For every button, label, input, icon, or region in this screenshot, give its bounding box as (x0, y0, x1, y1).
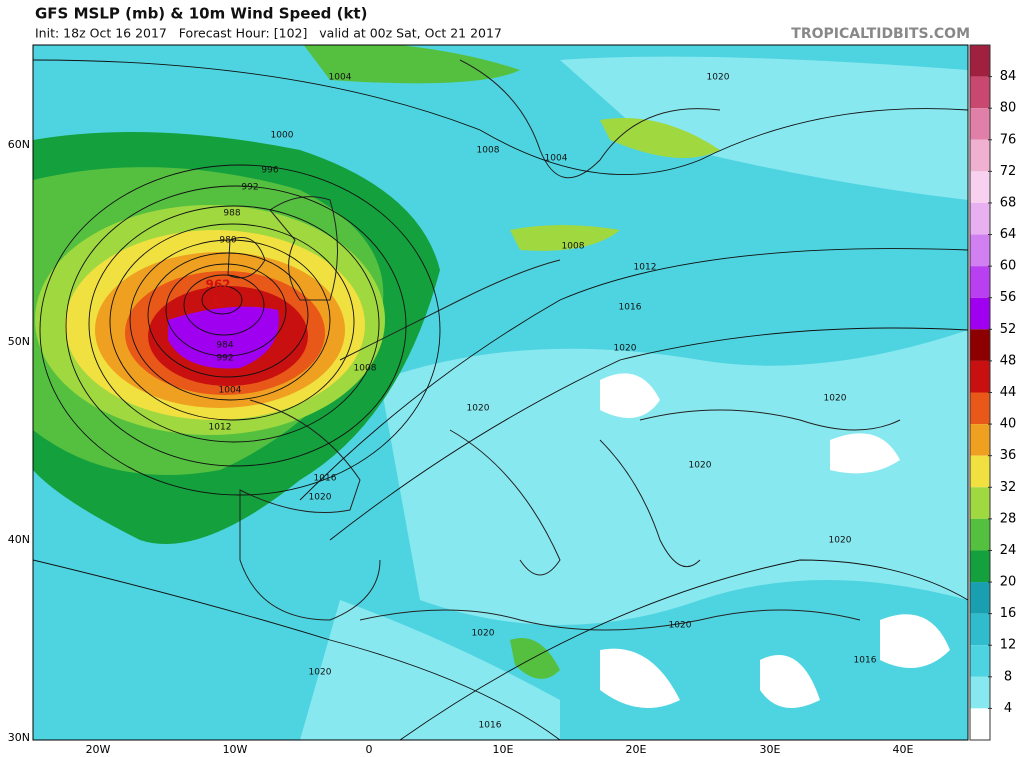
isobar-label: 1020 (309, 493, 332, 503)
longitude-label: 10E (493, 743, 514, 756)
cyclone-wind (33, 45, 720, 679)
longitude-label: 20E (626, 743, 647, 756)
colorbar-tick-label: 28 (1000, 511, 1017, 526)
colorbar-segment (970, 645, 990, 677)
colorbar-tick-label: 16 (1000, 606, 1017, 621)
colorbar-tick-label: 8 (1004, 669, 1012, 684)
isobar-label: 1020 (829, 536, 852, 546)
calm-patches (600, 373, 950, 708)
isobar-label: 984 (216, 341, 233, 351)
isobar-label: 1020 (467, 404, 490, 414)
colorbar-tick-label: 44 (1000, 385, 1017, 400)
pressure-labels: 1004100099699298898098499210041012101610… (205, 73, 876, 731)
isobar-label: 980 (219, 236, 236, 246)
latitude-label: 50N (8, 335, 30, 348)
colorbar-segment (970, 708, 990, 740)
colorbar-segment (970, 676, 990, 709)
colorbar-tick-label: 68 (1000, 195, 1017, 210)
title: GFS MSLP (mb) & 10m Wind Speed (kt) (35, 5, 367, 23)
colorbar-tick-label: 36 (1000, 448, 1017, 463)
isobar-label: 1020 (824, 394, 847, 404)
low-pressure-value: 962 (205, 278, 230, 292)
colorbar-tick-label: 12 (1000, 638, 1017, 653)
isobar-label: 1020 (472, 629, 495, 639)
colorbar-tick-label: 4 (1004, 701, 1012, 716)
colorbar-tick-label: 48 (1000, 353, 1017, 368)
isobar-label: 1016 (314, 474, 337, 484)
isobar-label: 1020 (669, 621, 692, 631)
colorbar-segment (970, 582, 990, 614)
latitude-label: 60N (8, 138, 30, 151)
site-credit: TROPICALTIDBITS.COM (791, 26, 970, 42)
calm-areas (300, 56, 968, 740)
colorbar-segment (970, 234, 990, 267)
colorbar-tick-label: 60 (1000, 259, 1017, 274)
colorbar-tick-label: 52 (1000, 322, 1017, 337)
colorbar-segment (970, 487, 990, 519)
colorbar-segment (970, 455, 990, 488)
latitude-label: 40N (8, 533, 30, 546)
isobar-label: 1020 (707, 73, 730, 83)
map-frame (32, 44, 969, 741)
colorbar-tick-label: 32 (1000, 480, 1017, 495)
isobar-label: 1000 (271, 131, 294, 141)
isobar-label: 1020 (614, 344, 637, 354)
isobar-label: 1004 (219, 386, 242, 396)
isobar-label: 1016 (479, 721, 502, 731)
colorbar-segment (970, 266, 990, 298)
colorbar-segment (970, 45, 990, 77)
colorbar-tick-label: 64 (1000, 227, 1017, 242)
isobar-label: 1008 (562, 242, 585, 252)
colorbar-tick-label: 20 (1000, 575, 1017, 590)
isobar-label: 988 (223, 209, 240, 219)
isobar-label: 1016 (854, 656, 877, 666)
longitude-label: 30E (760, 743, 781, 756)
longitude-label: 0 (366, 743, 373, 756)
colorbar-segment (970, 76, 990, 109)
isobar-label: 1008 (354, 364, 377, 374)
isobar-label: 996 (261, 166, 278, 176)
colorbar-tick-label: 72 (1000, 164, 1017, 179)
colorbar-segment (970, 392, 990, 425)
subtitle: Init: 18z Oct 16 2017 Forecast Hour: [10… (35, 26, 502, 41)
colorbar-segment (970, 139, 990, 172)
colorbar-tick-label: 40 (1000, 417, 1017, 432)
isobar-label: 992 (216, 354, 233, 364)
colorbar-segment (970, 360, 990, 393)
isobar-label: 1016 (619, 303, 642, 313)
colorbar-tick-label: 24 (1000, 543, 1017, 558)
colorbar-segment (970, 329, 990, 361)
colorbar-tick-label: 76 (1000, 132, 1017, 147)
colorbar-segment (970, 108, 990, 140)
colorbar-tick-label: 56 (1000, 290, 1017, 305)
map: 1004100099699298898098499210041012101610… (33, 45, 968, 740)
colorbar-tick-label: 84 (1000, 69, 1017, 84)
colorbar-segment (970, 171, 990, 203)
isobar-label: 1008 (477, 146, 500, 156)
isobar-label: 1020 (309, 668, 332, 678)
isobar-label: 1020 (689, 461, 712, 471)
colorbar-segment (970, 424, 990, 456)
longitude-label: 40E (893, 743, 914, 756)
colorbar-segment (970, 202, 990, 235)
colorbar-segment (970, 297, 990, 330)
latitude-label: 30N (8, 731, 30, 744)
isobar-label: 1004 (329, 73, 352, 83)
isobar-label: 1012 (209, 423, 232, 433)
colorbar-tick-label: 80 (1000, 101, 1017, 116)
colorbar-segment (970, 613, 990, 646)
isobar-label: 1012 (634, 263, 657, 273)
isobars (33, 59, 968, 740)
longitude-label: 10W (223, 743, 248, 756)
axis-labels: 60N 50N 40N 30N 20W 10W 0 10E 20E 30E 40E (8, 138, 914, 756)
colorbar-segment (970, 518, 990, 551)
longitude-label: 20W (86, 743, 111, 756)
isobar-label: 992 (241, 183, 258, 193)
colorbar-segment (970, 550, 990, 583)
isobar-label: 1004 (545, 154, 568, 164)
low-symbol: L (213, 292, 223, 311)
